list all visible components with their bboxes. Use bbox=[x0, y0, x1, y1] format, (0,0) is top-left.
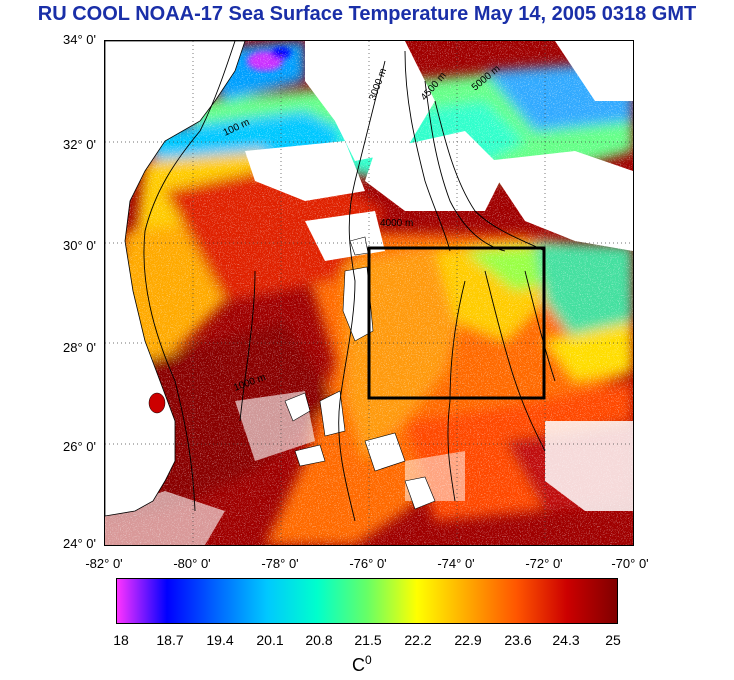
sst-map-svg: 100 m 1000 m 3000 m 4000 m 4500 m 5000 m bbox=[105, 41, 633, 545]
lat-label-34: 34° 0' bbox=[63, 32, 96, 47]
colorbar-tick-18: 18 bbox=[113, 632, 129, 648]
lat-label-32: 32° 0' bbox=[63, 137, 96, 152]
colorbar-tick-23-6: 23.6 bbox=[504, 632, 532, 648]
colorbar-tick-22-2: 22.2 bbox=[404, 632, 432, 648]
map-title: RU COOL NOAA-17 Sea Surface Temperature … bbox=[37, 3, 697, 25]
lon-label-76: -76° 0' bbox=[349, 556, 387, 571]
lon-label-72: -72° 0' bbox=[525, 556, 563, 571]
colorbar-tick-20-1: 20.1 bbox=[256, 632, 284, 648]
contour-label-4000m: 4000 m bbox=[380, 218, 413, 229]
land-florida-georgia bbox=[105, 41, 246, 517]
colorbar-tick-21-5: 21.5 bbox=[354, 632, 382, 648]
lon-label-80: -80° 0' bbox=[173, 556, 211, 571]
bahamas-islands bbox=[284, 236, 436, 510]
study-box bbox=[367, 246, 546, 400]
colorbar-tick-20-8: 20.8 bbox=[305, 632, 333, 648]
colorbar-tick-18-7: 18.7 bbox=[156, 632, 184, 648]
colorbar-tick-22-9: 22.9 bbox=[454, 632, 482, 648]
lat-label-28: 28° 0' bbox=[63, 340, 96, 355]
lon-label-78: -78° 0' bbox=[261, 556, 299, 571]
colorbar bbox=[116, 578, 618, 624]
lon-label-70: -70° 0' bbox=[611, 556, 649, 571]
colorbar-tick-25: 25 bbox=[605, 632, 621, 648]
lat-label-26: 26° 0' bbox=[63, 439, 96, 454]
lon-label-82: -82° 0' bbox=[85, 556, 123, 571]
colorbar-tick-24-3: 24.3 bbox=[552, 632, 580, 648]
lat-label-24: 24° 0' bbox=[63, 536, 96, 551]
colorbar-tick-19-4: 19.4 bbox=[206, 632, 234, 648]
sst-map: 100 m 1000 m 3000 m 4000 m 4500 m 5000 m bbox=[104, 40, 634, 546]
graticule bbox=[105, 41, 633, 545]
lat-label-30: 30° 0' bbox=[63, 238, 96, 253]
lon-label-74: -74° 0' bbox=[437, 556, 475, 571]
depth-contours bbox=[143, 41, 556, 522]
colorbar-unit: C0 bbox=[352, 653, 372, 675]
